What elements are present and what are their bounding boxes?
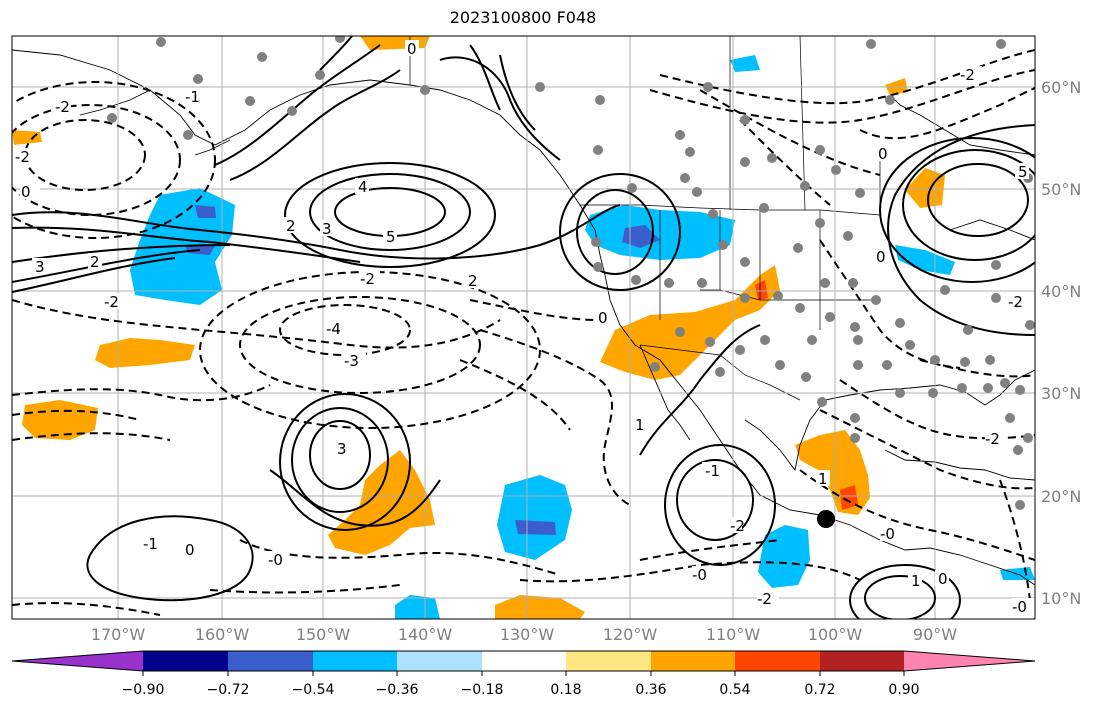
contour-label: -0 bbox=[692, 566, 707, 584]
contour-label: -1 bbox=[143, 535, 158, 553]
shade-orange-top bbox=[360, 36, 430, 50]
contour-label: -2 bbox=[730, 517, 745, 535]
contour-label: 3 bbox=[322, 220, 332, 238]
lat-label-60n: 60°N bbox=[1041, 78, 1081, 97]
colorbar-tick-label: −0.36 bbox=[376, 682, 419, 698]
colorbar-segment bbox=[397, 651, 482, 671]
contour-label: 0 bbox=[185, 541, 195, 559]
latitude-axis: 60°N 50°N 40°N 30°N 20°N 10°N bbox=[1041, 78, 1081, 608]
lon-label-170w: 170°W bbox=[91, 625, 146, 644]
lat-label-40n: 40°N bbox=[1041, 282, 1081, 301]
contour-label: -2 bbox=[757, 590, 772, 608]
contour-label: -0 bbox=[268, 551, 283, 569]
colorbar: −0.90 −0.72 −0.54 −0.36 −0.18 0.18 0.36 … bbox=[11, 650, 1036, 698]
colorbar-segment bbox=[482, 651, 566, 671]
colorbar-tick-label: 0.36 bbox=[635, 682, 666, 698]
contour-label: -2 bbox=[1008, 293, 1023, 311]
contour-labels: -2 -2 -1 0 3 2 -2 4 5 3 2 -4 -3 0 3 -1 0… bbox=[14, 40, 1034, 616]
lon-label-90w: 90°W bbox=[913, 625, 957, 644]
contour-label: -2 bbox=[15, 148, 30, 166]
shade-darkblue-nw bbox=[622, 225, 660, 248]
contour-label: 2 bbox=[90, 253, 100, 271]
colorbar-tick-label: −0.54 bbox=[292, 682, 335, 698]
contour-label: 4 bbox=[358, 178, 368, 196]
contour-label: 0 bbox=[598, 309, 608, 327]
storm-marker bbox=[817, 510, 835, 528]
shade-blue-ne bbox=[895, 245, 955, 275]
shade-red-sw bbox=[755, 280, 768, 300]
contour-label: 1 bbox=[818, 470, 828, 488]
shade-red-mex bbox=[840, 485, 858, 510]
shade-darkblue-west bbox=[185, 205, 216, 255]
lon-label-110w: 110°W bbox=[706, 625, 761, 644]
colorbar-segment bbox=[735, 651, 820, 671]
colorbar-tick-label: 0.72 bbox=[804, 682, 835, 698]
positive-contours bbox=[12, 36, 1035, 619]
lon-label-120w: 120°W bbox=[603, 625, 658, 644]
lon-label-100w: 100°W bbox=[808, 625, 863, 644]
contour-label: 3 bbox=[35, 258, 45, 276]
contour-label: 5 bbox=[386, 228, 396, 246]
map-title: 2023100800 F048 bbox=[449, 8, 597, 27]
shade-orange-bottom bbox=[495, 595, 585, 619]
colorbar-segment bbox=[143, 651, 228, 671]
contour-label: -2 bbox=[985, 430, 1000, 448]
lon-label-140w: 140°W bbox=[398, 625, 453, 644]
contour-label: 1 bbox=[635, 416, 645, 434]
contour-label: 2 bbox=[286, 217, 296, 235]
contour-label: 0 bbox=[876, 248, 886, 266]
contour-label: 3 bbox=[337, 440, 347, 458]
shade-blue-bottom bbox=[395, 595, 440, 619]
contour-label: 0 bbox=[938, 570, 948, 588]
colorbar-tick-label: 0.54 bbox=[719, 682, 750, 698]
shade-blue-top bbox=[730, 55, 760, 72]
lat-label-50n: 50°N bbox=[1041, 180, 1081, 199]
lon-label-130w: 130°W bbox=[500, 625, 555, 644]
contour-label: -1 bbox=[185, 88, 200, 106]
lon-label-150w: 150°W bbox=[296, 625, 351, 644]
colorbar-segment bbox=[566, 651, 651, 671]
contour-label: 0 bbox=[407, 40, 417, 58]
colorbar-segment bbox=[228, 651, 313, 671]
contour-label: -4 bbox=[326, 320, 341, 338]
station-markers bbox=[107, 36, 1035, 510]
contour-label: 0 bbox=[878, 145, 888, 163]
colorbar-extend-left bbox=[12, 651, 143, 671]
colorbar-segment bbox=[820, 651, 904, 671]
shade-orange-w2 bbox=[95, 338, 195, 368]
shade-orange-w3 bbox=[22, 400, 98, 440]
contour-label: -2 bbox=[55, 98, 70, 116]
colorbar-segment bbox=[651, 651, 735, 671]
lat-label-20n: 20°N bbox=[1041, 487, 1081, 506]
contour-label: -1 bbox=[705, 462, 720, 480]
lat-label-10n: 10°N bbox=[1041, 589, 1081, 608]
colorbar-tick-label: 0.90 bbox=[888, 682, 919, 698]
contour-label: -0 bbox=[1012, 598, 1027, 616]
shade-orange-w1 bbox=[12, 130, 42, 145]
contour-label: -3 bbox=[344, 352, 359, 370]
contour-label: 1 bbox=[911, 572, 921, 590]
shade-darkblue-130w bbox=[515, 520, 556, 535]
colorbar-tick-label: −0.72 bbox=[207, 682, 250, 698]
colorbar-tick-label: 0.18 bbox=[550, 682, 581, 698]
colorbar-tick-label: −0.18 bbox=[461, 682, 504, 698]
colorbar-segment bbox=[313, 651, 397, 671]
colorbar-extend-right bbox=[904, 651, 1035, 671]
contour-label: 0 bbox=[21, 183, 31, 201]
longitude-axis: 170°W 160°W 150°W 140°W 130°W 120°W 110°… bbox=[91, 625, 957, 644]
contour-label: 5 bbox=[1018, 163, 1028, 181]
colorbar-tick-label: −0.90 bbox=[122, 682, 165, 698]
contour-label: -2 bbox=[960, 66, 975, 84]
lat-label-30n: 30°N bbox=[1041, 384, 1081, 403]
contour-label: -0 bbox=[880, 525, 895, 543]
contour-label: -2 bbox=[104, 293, 119, 311]
map-frame bbox=[11, 35, 1036, 620]
contour-label: -2 bbox=[360, 270, 375, 288]
contour-label: 2 bbox=[468, 272, 478, 290]
lon-label-160w: 160°W bbox=[195, 625, 250, 644]
